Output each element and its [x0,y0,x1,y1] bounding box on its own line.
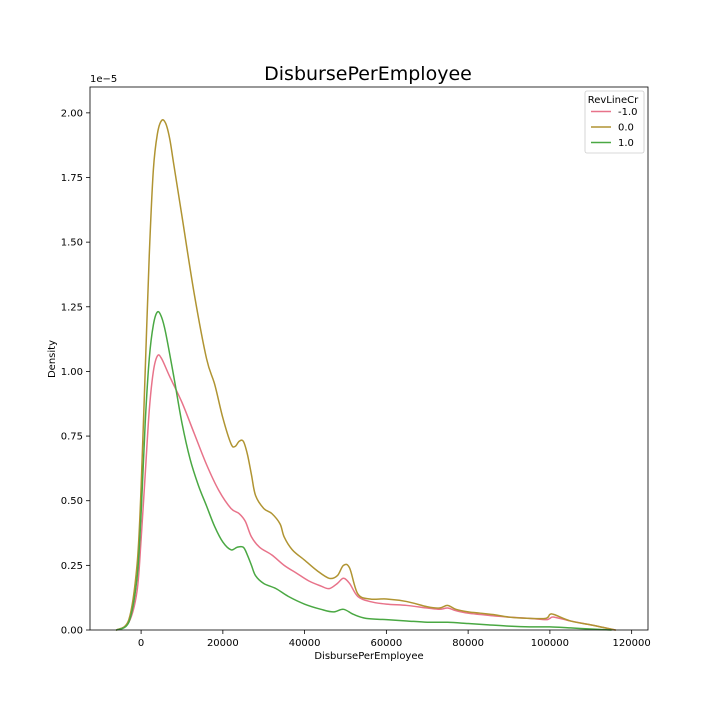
legend-box [584,90,645,154]
y-tick-label: 0.75 [61,432,83,443]
y-tick-label: 0.00 [61,626,83,637]
series-lines [115,119,617,631]
y-tick-label: 0.50 [61,496,83,507]
x-tick-label: 0 [138,638,144,649]
x-tick-label: 80000 [452,638,484,649]
y-tick-label: 2.00 [61,108,83,119]
y-tick-label: 1.75 [61,173,83,184]
chart-title: DisbursePerEmployee [264,63,472,85]
plot-frame [89,86,649,631]
x-axis-title: DisbursePerEmployee [314,651,423,662]
y-offset-text: 1e−5 [90,74,117,85]
legend-label: 1.0 [618,138,634,149]
legend-label: 0.0 [618,123,634,134]
x-tick-label: 120000 [613,638,651,649]
y-tick-label: 1.00 [61,367,83,378]
y-tick-label: 0.25 [61,561,83,572]
y-tick-label: 1.25 [61,302,83,313]
x-tick-label: 40000 [289,638,321,649]
y-axis-title: Density [47,340,58,378]
legend-title: RevLineCr [588,95,639,106]
legend-items: -1.0 0.0 1.0 [591,107,638,149]
x-tick-label: 60000 [370,638,402,649]
x-axis: 0 20000 40000 60000 80000 100000 120000 [138,630,651,649]
y-axis: 0.00 0.25 0.50 0.75 1.00 1.25 1.50 1.75 2.00 [61,108,90,637]
series-line-zero [115,119,617,631]
legend: RevLineCr -1.0 0.0 1.0 [584,90,645,154]
legend-label: -1.0 [618,107,638,118]
x-tick-label: 100000 [531,638,569,649]
series-line-one [115,310,612,631]
y-tick-label: 1.50 [61,238,83,249]
x-tick-label: 20000 [207,638,239,649]
